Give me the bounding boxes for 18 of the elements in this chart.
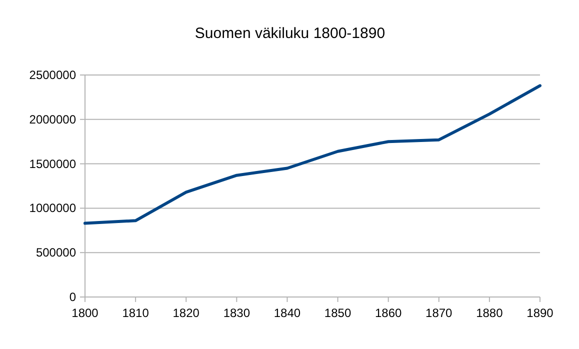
x-tick-label: 1810 <box>122 306 150 320</box>
y-tick-label: 1000000 <box>29 201 76 216</box>
y-tick-label: 500000 <box>36 246 76 260</box>
x-tick-label: 1830 <box>223 306 250 320</box>
y-tick-label: 0 <box>69 290 76 304</box>
y-tick-label: 2500000 <box>29 68 76 82</box>
x-tick-label: 1860 <box>374 306 402 320</box>
line-series <box>84 84 542 225</box>
y-tick-label: 2000000 <box>29 112 76 126</box>
x-tick-label: 1840 <box>274 306 301 320</box>
x-tick-label: 1890 <box>526 306 554 320</box>
x-tick-label: 1820 <box>172 306 200 320</box>
y-tick-label: 1500000 <box>29 156 76 171</box>
x-tick-label: 1800 <box>72 306 99 320</box>
chart-title: Suomen väkiluku 1800-1890 <box>194 25 386 42</box>
x-tick-label: 1870 <box>426 306 453 320</box>
x-tick-label: 1880 <box>476 306 504 320</box>
x-tick-label: 1850 <box>324 306 352 320</box>
